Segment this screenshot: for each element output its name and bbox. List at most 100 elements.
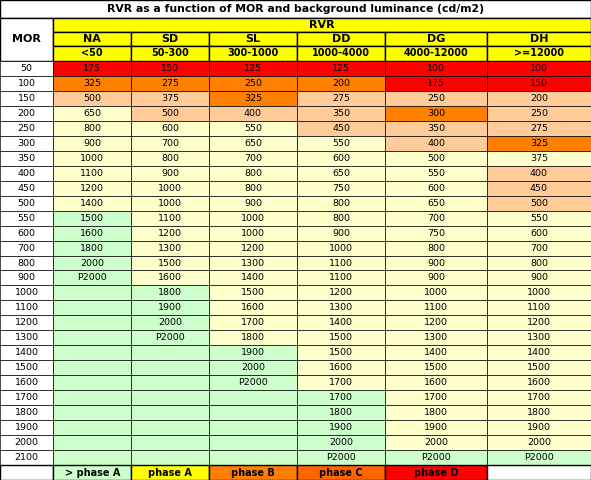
Bar bbox=[131, 465, 209, 480]
Bar bbox=[487, 405, 591, 420]
Bar bbox=[385, 330, 487, 345]
Bar bbox=[53, 61, 131, 76]
Text: 1300: 1300 bbox=[158, 243, 182, 252]
Bar bbox=[487, 166, 591, 180]
Text: 800: 800 bbox=[161, 154, 179, 163]
Bar bbox=[53, 240, 131, 255]
Text: 1200: 1200 bbox=[241, 243, 265, 252]
Text: P2000: P2000 bbox=[155, 333, 185, 342]
Bar bbox=[385, 180, 487, 196]
Text: 1000: 1000 bbox=[527, 288, 551, 298]
Bar bbox=[297, 315, 385, 330]
Bar bbox=[385, 91, 487, 106]
Bar bbox=[209, 450, 297, 465]
Bar bbox=[209, 255, 297, 271]
Bar bbox=[131, 405, 209, 420]
Bar bbox=[209, 91, 297, 106]
Text: 450: 450 bbox=[18, 184, 35, 192]
Bar bbox=[53, 18, 591, 32]
Text: 1700: 1700 bbox=[329, 393, 353, 402]
Text: 1200: 1200 bbox=[329, 288, 353, 298]
Bar bbox=[53, 405, 131, 420]
Text: MOR: MOR bbox=[12, 35, 41, 45]
Text: 1600: 1600 bbox=[424, 378, 448, 387]
Bar bbox=[297, 46, 385, 61]
Bar bbox=[53, 91, 131, 106]
Bar bbox=[209, 286, 297, 300]
Bar bbox=[131, 166, 209, 180]
Text: 800: 800 bbox=[332, 214, 350, 223]
Text: 1500: 1500 bbox=[80, 214, 104, 223]
Text: 1200: 1200 bbox=[80, 184, 104, 192]
Bar bbox=[385, 151, 487, 166]
Bar bbox=[131, 196, 209, 211]
Bar bbox=[131, 390, 209, 405]
Bar bbox=[297, 375, 385, 390]
Bar bbox=[53, 32, 131, 46]
Text: P2000: P2000 bbox=[524, 453, 554, 462]
Text: 1000: 1000 bbox=[241, 214, 265, 223]
Bar bbox=[297, 180, 385, 196]
Text: 400: 400 bbox=[244, 109, 262, 118]
Bar bbox=[487, 136, 591, 151]
Text: 800: 800 bbox=[427, 243, 445, 252]
Text: 450: 450 bbox=[332, 124, 350, 133]
Bar bbox=[487, 180, 591, 196]
Text: 650: 650 bbox=[244, 139, 262, 148]
Text: 1000: 1000 bbox=[424, 288, 448, 298]
Text: 1800: 1800 bbox=[158, 288, 182, 298]
Bar bbox=[385, 300, 487, 315]
Bar bbox=[385, 405, 487, 420]
Text: 650: 650 bbox=[427, 199, 445, 208]
Text: 600: 600 bbox=[161, 124, 179, 133]
Bar bbox=[0, 240, 53, 255]
Text: 700: 700 bbox=[18, 243, 35, 252]
Bar bbox=[53, 226, 131, 240]
Bar bbox=[487, 435, 591, 450]
Bar bbox=[53, 76, 131, 91]
Text: 1600: 1600 bbox=[329, 363, 353, 372]
Text: 1500: 1500 bbox=[424, 363, 448, 372]
Bar bbox=[0, 315, 53, 330]
Bar bbox=[297, 76, 385, 91]
Text: 800: 800 bbox=[244, 184, 262, 192]
Text: 250: 250 bbox=[530, 109, 548, 118]
Text: 2000: 2000 bbox=[158, 318, 182, 327]
Bar bbox=[487, 360, 591, 375]
Text: 1100: 1100 bbox=[158, 214, 182, 223]
Text: 1300: 1300 bbox=[15, 333, 38, 342]
Bar bbox=[0, 450, 53, 465]
Text: 800: 800 bbox=[332, 199, 350, 208]
Text: 1900: 1900 bbox=[329, 423, 353, 432]
Text: 350: 350 bbox=[18, 154, 35, 163]
Text: 1700: 1700 bbox=[424, 393, 448, 402]
Bar bbox=[297, 345, 385, 360]
Text: 1700: 1700 bbox=[241, 318, 265, 327]
Text: DD: DD bbox=[332, 34, 350, 44]
Text: 1100: 1100 bbox=[424, 303, 448, 312]
Bar bbox=[487, 300, 591, 315]
Bar bbox=[53, 211, 131, 226]
Text: 1000: 1000 bbox=[329, 243, 353, 252]
Text: 325: 325 bbox=[244, 94, 262, 103]
Bar bbox=[385, 226, 487, 240]
Bar bbox=[0, 121, 53, 136]
Bar bbox=[0, 91, 53, 106]
Text: 600: 600 bbox=[18, 228, 35, 238]
Text: P2000: P2000 bbox=[77, 274, 107, 282]
Bar bbox=[209, 151, 297, 166]
Bar bbox=[0, 226, 53, 240]
Text: 500: 500 bbox=[18, 199, 35, 208]
Text: 1900: 1900 bbox=[424, 423, 448, 432]
Text: 300: 300 bbox=[18, 139, 35, 148]
Text: DG: DG bbox=[427, 34, 446, 44]
Bar bbox=[0, 136, 53, 151]
Text: 1400: 1400 bbox=[424, 348, 448, 357]
Text: 1500: 1500 bbox=[329, 348, 353, 357]
Bar bbox=[385, 255, 487, 271]
Text: 100: 100 bbox=[427, 64, 445, 73]
Bar bbox=[209, 271, 297, 286]
Text: SL: SL bbox=[245, 34, 261, 44]
Text: 200: 200 bbox=[332, 79, 350, 88]
Bar bbox=[297, 420, 385, 435]
